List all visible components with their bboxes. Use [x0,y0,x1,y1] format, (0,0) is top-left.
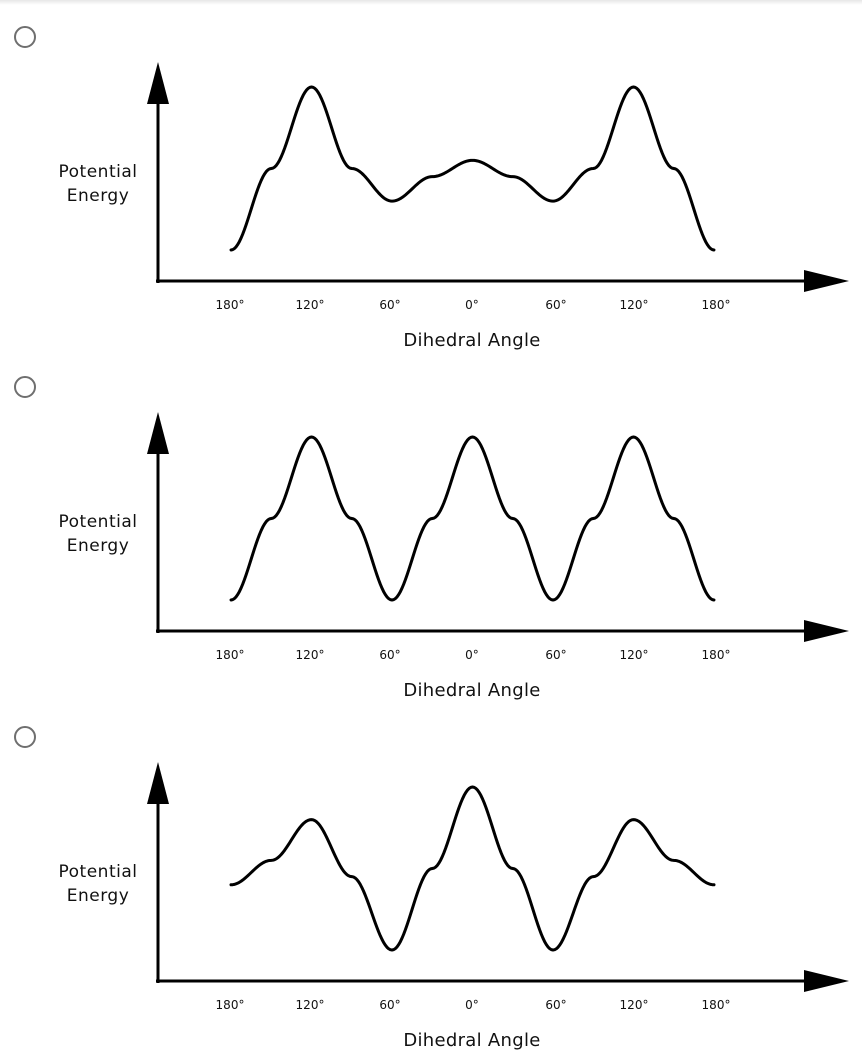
y-axis-label-word: Energy [66,186,130,206]
x-axis-label: Dihedral Angle [403,1030,541,1051]
radio-button-option-1[interactable] [14,26,36,48]
x-tick-label: 0° [465,648,479,662]
y-axis-arrowhead [147,412,169,454]
y-axis-arrowhead [147,762,169,804]
x-tick-label: 60° [379,298,400,312]
x-tick-label: 180° [216,648,245,662]
x-tick-label: 180° [702,648,731,662]
x-tick-label: 120° [296,298,325,312]
x-axis-arrowhead [804,620,849,642]
y-axis-arrowhead [147,62,169,104]
y-axis-label-text: Potential Energy [52,860,144,908]
y-axis-label: Potential Energy [52,510,144,558]
answer-option-1: 180° 120° 60° 0° 60° 120° 180° Potential Energy… [0,0,862,351]
energy-curve [229,435,716,602]
chart-option-1: 180° 120° 60° 0° 60° 120° 180° [147,62,849,312]
y-axis-label-word: Potential [58,162,138,182]
radio-button-option-3[interactable] [14,726,36,748]
x-tick-label: 0° [465,998,479,1012]
x-axis-arrowhead [804,970,849,992]
answer-option-3: 180° 120° 60° 0° 60° 120° 180° Potential Energy… [0,700,862,1051]
x-tick-label: 60° [545,298,566,312]
x-tick-label: 60° [545,998,566,1012]
x-tick-label: 60° [545,648,566,662]
x-tick-label: 120° [296,998,325,1012]
x-tick-label: 0° [465,298,479,312]
chart-option-3: 180° 120° 60° 0° 60° 120° 180° [147,762,849,1012]
y-axis-label-text: Potential Energy [52,160,144,208]
y-axis-label-text: Potential Energy [52,510,144,558]
x-tick-label: 120° [296,648,325,662]
x-tick-label: 60° [379,648,400,662]
energy-curve [229,785,716,952]
y-axis-label: Potential Energy [52,160,144,208]
x-axis-label: Dihedral Angle [403,680,541,701]
y-axis-label-word: Energy [66,886,130,906]
x-tick-label: 120° [620,998,649,1012]
answer-option-2: 180° 120° 60° 0° 60° 120° 180° Potential Energy… [0,350,862,701]
radio-button-option-2[interactable] [14,376,36,398]
y-axis-label-word: Energy [66,536,130,556]
x-tick-label: 120° [620,298,649,312]
x-tick-label: 180° [216,998,245,1012]
x-axis-arrowhead [804,270,849,292]
x-tick-label: 180° [702,298,731,312]
x-axis-label: Dihedral Angle [403,330,541,351]
chart-option-2: 180° 120° 60° 0° 60° 120° 180° [147,412,849,662]
x-tick-label: 180° [702,998,731,1012]
energy-curve [229,85,716,252]
x-tick-label: 60° [379,998,400,1012]
x-tick-label: 120° [620,648,649,662]
top-strip [0,0,862,5]
y-axis-label-word: Potential [58,512,138,532]
y-axis-label: Potential Energy [52,860,144,908]
x-tick-label: 180° [216,298,245,312]
y-axis-label-word: Potential [58,862,138,882]
